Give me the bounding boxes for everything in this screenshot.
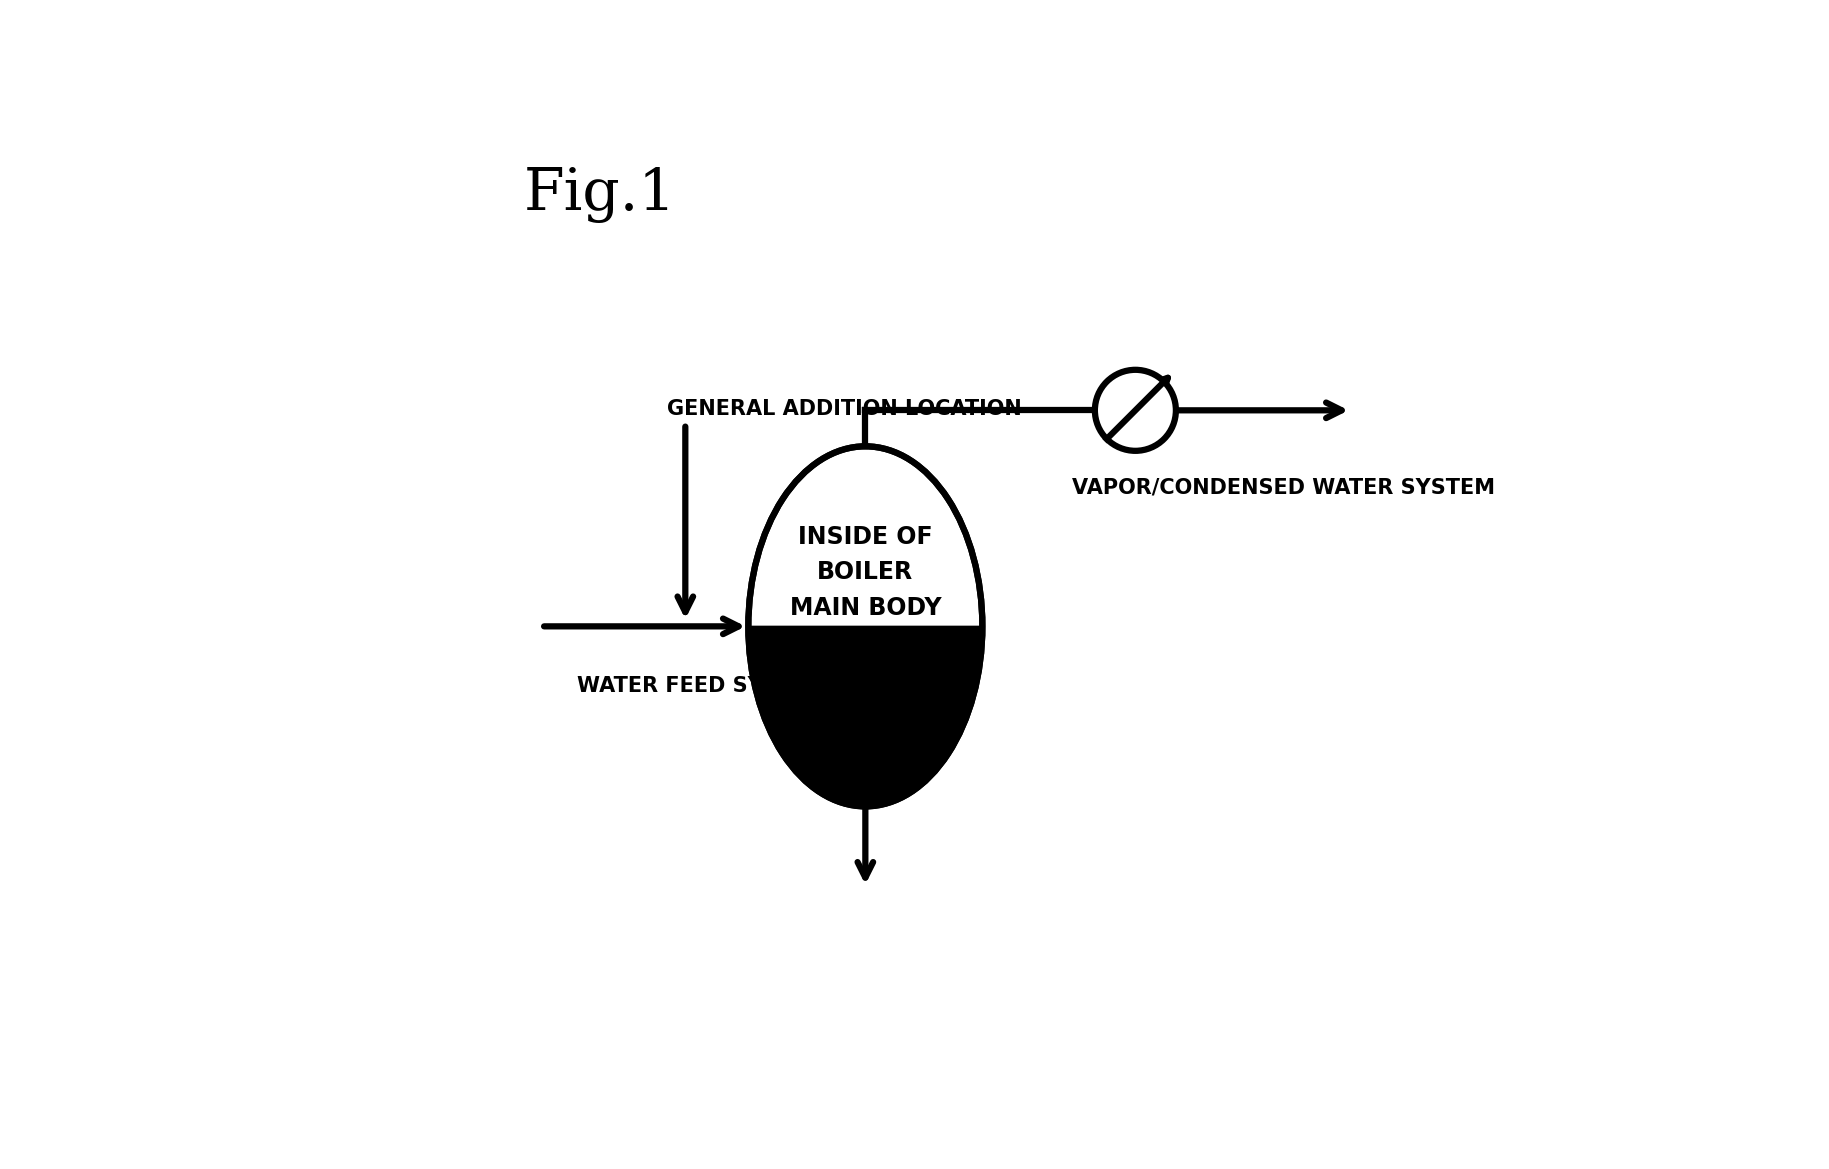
Text: GENERAL ADDITION LOCATION: GENERAL ADDITION LOCATION	[668, 400, 1022, 420]
Circle shape	[1096, 369, 1176, 451]
Ellipse shape	[748, 447, 982, 807]
Text: Fig.1: Fig.1	[523, 167, 675, 223]
Text: VAPOR/CONDENSED WATER SYSTEM: VAPOR/CONDENSED WATER SYSTEM	[1072, 478, 1496, 498]
Polygon shape	[748, 627, 982, 807]
Text: INSIDE OF
BOILER
MAIN BODY: INSIDE OF BOILER MAIN BODY	[790, 525, 942, 620]
Text: WATER FEED SYSTEM: WATER FEED SYSTEM	[578, 676, 827, 696]
